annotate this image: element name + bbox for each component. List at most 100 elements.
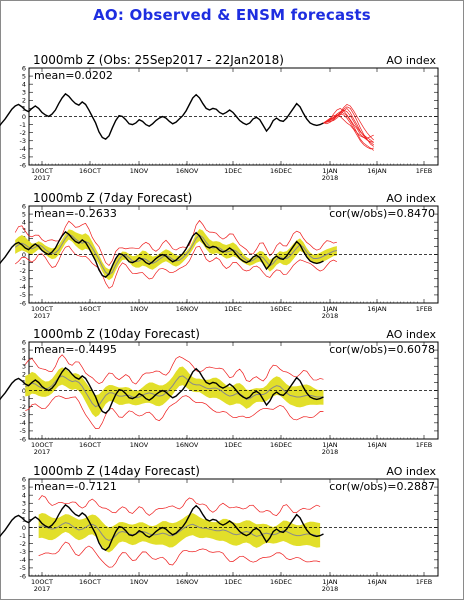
- y-tick-label: 0: [22, 251, 26, 259]
- range-upper-line: [14, 219, 337, 267]
- x-tick-label: 1DEC: [224, 305, 242, 313]
- range-upper-line: [24, 354, 324, 385]
- y-tick-label: -4: [20, 145, 26, 153]
- x-tick-label: 1DEC: [224, 578, 242, 586]
- x-tick-label: 10OCT: [31, 167, 53, 175]
- ensemble-member-line: [323, 111, 374, 151]
- y-tick-label: -4: [20, 419, 26, 427]
- x-tick-label: 1DEC: [224, 167, 242, 175]
- y-tick-label: -3: [20, 411, 26, 419]
- x-tick-label: 16NOV: [176, 167, 199, 175]
- y-tick-label: -4: [20, 283, 26, 291]
- x-tick-label: 1FEB: [416, 305, 432, 313]
- x-tick-year: 2017: [34, 448, 51, 456]
- y-tick-label: 3: [22, 500, 26, 508]
- range-upper-line: [38, 495, 321, 516]
- forecast-line: [25, 375, 324, 408]
- x-tick-label: 16DEC: [270, 441, 292, 449]
- panel-title: 1000mb Z (7day Forecast): [33, 191, 192, 205]
- y-tick-label: -2: [20, 267, 26, 275]
- y-tick-label: -3: [20, 275, 26, 283]
- y-tick-label: -5: [20, 153, 26, 161]
- mean-label: mean=0.0202: [34, 69, 113, 82]
- ao-index-label: AO index: [386, 192, 436, 205]
- x-tick-year: 2018: [322, 174, 339, 182]
- x-tick-label: 1JAN: [322, 167, 337, 175]
- y-tick-label: 2: [22, 97, 26, 105]
- panel-1: 1000mb Z (Obs: 25Sep2017 - 22Jan2018) AO …: [0, 53, 439, 182]
- y-tick-label: 0: [22, 524, 26, 532]
- correlation-label: cor(w/obs)=0.8470: [329, 207, 435, 220]
- y-tick-label: -6: [20, 435, 26, 443]
- y-tick-label: -2: [20, 403, 26, 411]
- y-tick-label: -1: [20, 259, 26, 267]
- y-tick-label: 4: [22, 491, 26, 499]
- x-tick-label: 10OCT: [31, 441, 53, 449]
- x-tick-label: 1NOV: [130, 578, 149, 586]
- range-lower-line: [25, 395, 324, 429]
- y-tick-label: -3: [20, 548, 26, 556]
- range-lower-line: [14, 245, 338, 289]
- ao-index-label: AO index: [386, 328, 436, 341]
- ao-index-label: AO index: [386, 465, 436, 478]
- x-tick-label: 1NOV: [130, 441, 149, 449]
- y-tick-label: -5: [20, 427, 26, 435]
- forecast-line: [38, 522, 321, 541]
- x-tick-label: 16DEC: [270, 167, 292, 175]
- observed-line: [0, 366, 324, 414]
- observed-line: [0, 503, 324, 551]
- x-tick-label: 16JAN: [367, 578, 387, 586]
- x-tick-label: 10OCT: [31, 305, 53, 313]
- y-tick-label: 0: [22, 387, 26, 395]
- x-tick-label: 16OCT: [79, 441, 101, 449]
- x-tick-label: 1FEB: [416, 578, 432, 586]
- ensemble-member-line: [323, 103, 374, 141]
- x-tick-year: 2018: [322, 585, 339, 593]
- y-tick-label: 5: [22, 483, 26, 491]
- x-tick-label: 16JAN: [367, 167, 387, 175]
- y-tick-label: 2: [22, 371, 26, 379]
- y-tick-label: -1: [20, 395, 26, 403]
- x-tick-year: 2018: [322, 312, 339, 320]
- x-tick-label: 16NOV: [176, 441, 199, 449]
- x-tick-label: 16JAN: [367, 441, 387, 449]
- main-title: AO: Observed & ENSM forecasts: [93, 6, 371, 24]
- panel-2: 1000mb Z (7day Forecast)AO index6543210-…: [0, 191, 439, 320]
- x-tick-label: 10OCT: [31, 578, 53, 586]
- panel-title: 1000mb Z (10day Forecast): [33, 327, 200, 341]
- y-tick-label: -1: [20, 121, 26, 129]
- x-tick-label: 1NOV: [130, 305, 149, 313]
- y-tick-label: 3: [22, 363, 26, 371]
- mean-label: mean=-0.7121: [34, 480, 117, 493]
- y-tick-label: -6: [20, 572, 26, 580]
- y-tick-label: 3: [22, 89, 26, 97]
- observed-line: [0, 92, 324, 140]
- y-tick-label: 6: [22, 64, 26, 72]
- correlation-label: cor(w/obs)=0.6078: [329, 343, 435, 356]
- range-lower-line: [38, 541, 321, 568]
- x-tick-label: 16OCT: [79, 578, 101, 586]
- x-tick-label: 1JAN: [322, 578, 337, 586]
- y-tick-label: 4: [22, 218, 26, 226]
- y-tick-label: 2: [22, 508, 26, 516]
- spread-band: [38, 513, 321, 553]
- x-tick-label: 1DEC: [224, 441, 242, 449]
- ensemble-member-line: [323, 109, 374, 143]
- y-tick-label: -2: [20, 540, 26, 548]
- x-tick-label: 1JAN: [322, 305, 337, 313]
- x-tick-label: 16OCT: [79, 305, 101, 313]
- correlation-label: cor(w/obs)=0.2887: [329, 480, 435, 493]
- observed-line: [0, 230, 324, 278]
- ensemble-member-line: [323, 108, 374, 143]
- x-tick-label: 1NOV: [130, 167, 149, 175]
- x-tick-year: 2017: [34, 174, 51, 182]
- x-tick-year: 2018: [322, 448, 339, 456]
- y-tick-label: 6: [22, 202, 26, 210]
- y-tick-label: 5: [22, 72, 26, 80]
- panel-title: 1000mb Z (Obs: 25Sep2017 - 22Jan2018): [33, 53, 284, 67]
- y-tick-label: 4: [22, 354, 26, 362]
- x-tick-label: 1FEB: [416, 441, 432, 449]
